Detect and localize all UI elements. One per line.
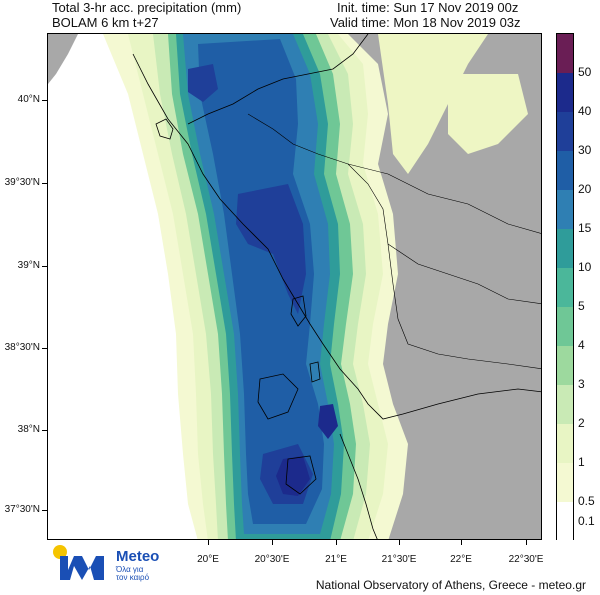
lon-tick xyxy=(461,540,462,545)
lon-label: 20°30'E xyxy=(254,554,290,565)
precip-0.1-east xyxy=(448,74,528,154)
precip-30-n xyxy=(188,64,218,102)
colorbar-label: 5 xyxy=(578,299,585,313)
border-inner-2 xyxy=(347,163,541,234)
sun-icon xyxy=(53,545,67,559)
border-albania-greece xyxy=(187,34,369,125)
lat-tick xyxy=(42,510,47,511)
lat-label: 39°30'N xyxy=(4,177,40,188)
colorbar-segment xyxy=(557,463,573,503)
lon-tick xyxy=(336,540,337,545)
logo-tagline-1: Όλα για xyxy=(116,565,144,574)
colorbar-label: 30 xyxy=(578,143,592,157)
island-ithaca xyxy=(309,361,321,383)
colorbar-segment xyxy=(557,151,573,191)
lon-tick xyxy=(272,540,273,545)
lat-tick xyxy=(42,348,47,349)
precip-40 xyxy=(276,456,310,496)
island-kefalonia xyxy=(257,373,299,420)
precipitation-map xyxy=(47,33,542,540)
model-subtitle: BOLAM 6 km t+27 xyxy=(52,15,159,30)
colorbar xyxy=(556,33,574,542)
map-title: Total 3-hr acc. precipitation (mm) xyxy=(52,0,242,15)
colorbar-label: 3 xyxy=(578,377,585,391)
colorbar-label: 0.5 xyxy=(578,494,595,508)
colorbar-label: 1 xyxy=(578,455,585,469)
valid-time: Valid time: Mon 18 Nov 2019 03z xyxy=(330,15,521,30)
init-time: Init. time: Sun 17 Nov 2019 00z xyxy=(337,0,519,15)
island-zakynthos xyxy=(285,455,317,495)
lat-tick xyxy=(42,266,47,267)
colorbar-segment xyxy=(557,346,573,386)
lat-label: 38°N xyxy=(17,424,40,435)
precip-40-2 xyxy=(318,404,338,439)
colorbar-segment xyxy=(557,307,573,347)
precip-20 xyxy=(198,39,324,524)
colorbar-segment xyxy=(557,424,573,464)
island-lefkada xyxy=(290,295,307,327)
colorbar-label: 50 xyxy=(578,65,592,79)
lon-label: 20°E xyxy=(197,554,219,565)
footer-credit: National Observatory of Athens, Greece -… xyxy=(315,578,586,592)
logo-tagline-2: τον καιρό xyxy=(116,573,150,582)
border-inner-3 xyxy=(387,243,541,305)
colorbar-label: 40 xyxy=(578,104,592,118)
colorbar-label: 10 xyxy=(578,260,592,274)
lon-tick xyxy=(399,540,400,545)
colorbar-label: 2 xyxy=(578,416,585,430)
lon-label: 22°E xyxy=(450,554,472,565)
island-corfu xyxy=(155,118,174,140)
lat-tick xyxy=(42,100,47,101)
border-inner-4 xyxy=(392,283,541,370)
lon-tick xyxy=(208,540,209,545)
colorbar-segment xyxy=(557,268,573,308)
precip-0.1-north xyxy=(378,34,488,174)
colorbar-segment xyxy=(557,190,573,230)
lat-label: 39°N xyxy=(17,260,40,271)
lat-label: 37°30'N xyxy=(4,504,40,515)
lon-label: 22°30'E xyxy=(508,554,544,565)
colorbar-label: 15 xyxy=(578,221,592,235)
lat-label: 38°30'N xyxy=(4,342,40,353)
lat-label: 40°N xyxy=(17,94,40,105)
m-letter-icon xyxy=(60,556,104,580)
colorbar-segment xyxy=(557,73,573,113)
map-canvas xyxy=(48,34,541,539)
coastline-west xyxy=(132,53,541,420)
logo-name: Meteo xyxy=(116,548,160,565)
colorbar-segment xyxy=(557,229,573,269)
lat-tick xyxy=(42,430,47,431)
lon-label: 21°E xyxy=(325,554,347,565)
colorbar-label: 0.1 xyxy=(578,513,595,528)
colorbar-segment xyxy=(557,502,573,542)
colorbar-label: 20 xyxy=(578,182,592,196)
lon-label: 21°30'E xyxy=(381,554,417,565)
meteo-logo: Meteo Όλα για τον καιρό xyxy=(52,544,192,584)
lat-tick xyxy=(42,183,47,184)
precip-30 xyxy=(236,184,306,314)
coastline-peloponnese xyxy=(339,433,378,539)
land-italy xyxy=(48,34,78,84)
colorbar-segment xyxy=(557,112,573,152)
colorbar-label: 4 xyxy=(578,338,585,352)
colorbar-segment xyxy=(557,385,573,425)
lon-tick xyxy=(526,540,527,545)
meteo-logo-mark xyxy=(53,545,104,580)
colorbar-segment xyxy=(557,34,573,74)
